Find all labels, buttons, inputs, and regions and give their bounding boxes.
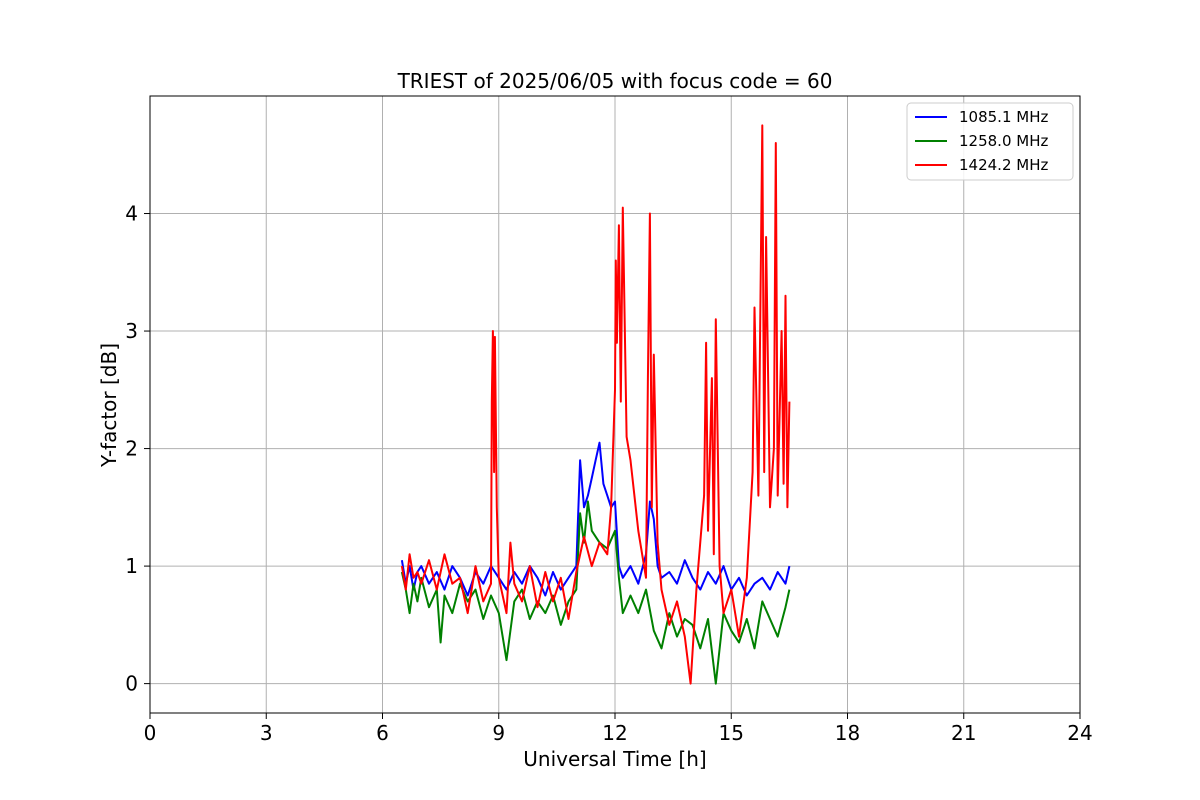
chart-title: TRIEST of 2025/06/05 with focus code = 6… — [397, 69, 833, 93]
legend-label: 1424.2 MHz — [959, 156, 1048, 174]
legend-box — [906, 102, 1074, 181]
legend-label: 1258.0 MHz — [959, 132, 1048, 150]
y-tick-label: 3 — [125, 319, 138, 343]
x-tick-label: 9 — [492, 721, 505, 745]
series-layer — [400, 124, 791, 685]
x-axis-label: Universal Time [h] — [523, 747, 706, 771]
x-tick-label: 0 — [144, 721, 157, 745]
x-tick-label: 21 — [951, 721, 976, 745]
legend-label: 1085.1 MHz — [959, 108, 1048, 126]
x-tick-label: 15 — [719, 721, 744, 745]
y-axis-label: Y-factor [dB] — [97, 343, 121, 468]
x-tick-label: 3 — [260, 721, 273, 745]
y-tick-label: 1 — [125, 554, 138, 578]
series-line-2 — [400, 500, 791, 685]
x-tick-label: 24 — [1067, 721, 1092, 745]
x-tick-label: 6 — [376, 721, 389, 745]
series-line-3 — [400, 124, 791, 685]
x-tick-label: 12 — [602, 721, 627, 745]
y-tick-label: 4 — [125, 202, 138, 226]
legend: 1085.1 MHz 1258.0 MHz 1424.2 MHz — [906, 102, 1074, 181]
x-tick-label: 18 — [835, 721, 860, 745]
y-tick-label: 2 — [125, 437, 138, 461]
y-tick-label: 0 — [125, 672, 138, 696]
